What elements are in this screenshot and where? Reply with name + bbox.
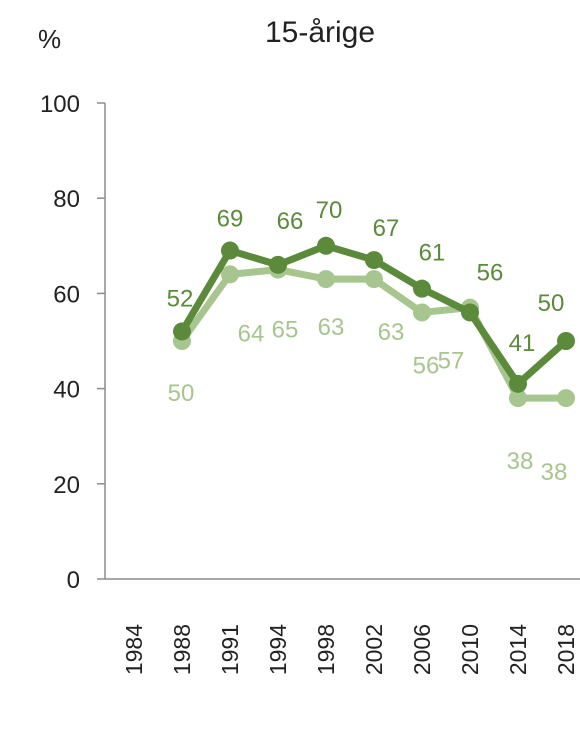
- axes: [104, 103, 580, 580]
- y-tick-label: 40: [53, 377, 80, 404]
- chart-title: 15-årige: [265, 16, 375, 49]
- series-1-point: [317, 236, 335, 255]
- x-tick-label: 1994: [265, 624, 291, 675]
- series-2-point: [509, 389, 527, 408]
- series-1-data-label: 50: [538, 290, 565, 317]
- y-tick-label: 20: [53, 472, 80, 499]
- series-2-data-label: 56: [413, 352, 440, 379]
- series-1-data-label: 67: [373, 215, 400, 242]
- series-2-data-label: 38: [541, 459, 568, 486]
- series-2-data-label: 65: [272, 317, 299, 344]
- x-tick-label: 2018: [553, 624, 579, 675]
- x-tick-label: 1991: [217, 624, 243, 675]
- x-tick-label: 1984: [121, 624, 147, 675]
- x-tick-label: 2006: [409, 624, 435, 675]
- series-2-data-label: 57: [438, 348, 465, 375]
- series-2-point: [365, 270, 383, 289]
- series-1-point: [269, 255, 287, 274]
- series-2-point: [557, 389, 575, 408]
- series-1-data-label: 66: [277, 208, 304, 235]
- series-1-data-label: 70: [316, 197, 343, 224]
- series-group: [173, 236, 575, 408]
- series-2-data-label: 50: [168, 380, 195, 407]
- series-1-data-label: 61: [419, 240, 446, 267]
- x-ticks: 1984 1988 1991 1994 1998 2002 2006 2010 2014 2018: [121, 624, 579, 675]
- series-1-data-label: 56: [477, 259, 504, 286]
- series-1-data-label: 69: [217, 206, 244, 233]
- y-ticks: 0 20 40 60 80 100: [40, 91, 105, 594]
- x-tick-label: 1988: [169, 624, 195, 675]
- series-2-data-label: 38: [507, 448, 534, 475]
- y-tick-label: 80: [53, 186, 80, 213]
- series-2-point: [413, 303, 431, 322]
- series-1-point: [173, 322, 191, 341]
- series-1-point: [365, 251, 383, 270]
- x-tick-label: 2002: [361, 624, 387, 675]
- x-tick-label: 2014: [505, 624, 531, 675]
- series-1-point: [461, 303, 479, 322]
- series-2-point: [221, 265, 239, 284]
- series-1-point: [509, 374, 527, 393]
- x-tick-label: 2010: [457, 624, 483, 675]
- series-1-point: [221, 241, 239, 260]
- y-tick-label: 60: [53, 281, 80, 308]
- series-2-data-label: 63: [378, 319, 405, 346]
- series-2-point: [317, 270, 335, 289]
- y-tick-label: 0: [67, 567, 80, 594]
- series-1-point: [557, 332, 575, 350]
- y-tick-label: 100: [40, 91, 80, 118]
- series-1-data-label: 52: [167, 285, 194, 312]
- series-1-point: [413, 279, 431, 298]
- series-2-data-label: 64: [238, 320, 265, 347]
- x-tick-label: 1998: [313, 624, 339, 675]
- series-2-data-label: 63: [318, 314, 345, 341]
- series-1-data-label: 41: [509, 330, 536, 357]
- y-axis-label: %: [38, 24, 61, 54]
